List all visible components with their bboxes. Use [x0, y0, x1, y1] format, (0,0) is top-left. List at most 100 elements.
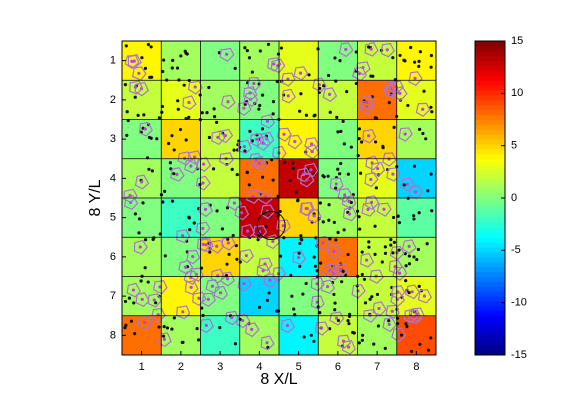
center-dot — [218, 291, 223, 295]
center-dot — [255, 137, 259, 141]
x-axis-label: 8 X/L — [260, 371, 297, 388]
colorbar-band — [475, 65, 505, 71]
center-dot — [189, 285, 193, 289]
pentagon — [245, 322, 260, 338]
pentagon — [237, 139, 252, 155]
dot — [139, 279, 143, 283]
plot-frame — [121, 40, 437, 356]
dot — [356, 154, 360, 158]
colorbar-band — [475, 163, 505, 170]
dot — [172, 148, 176, 152]
dot — [279, 46, 284, 50]
colorbar-tick-label: 15 — [511, 35, 523, 47]
colorbar-band — [475, 134, 505, 140]
dot — [404, 279, 408, 283]
y-tick-label: 7 — [110, 290, 116, 302]
pentagon — [391, 327, 407, 343]
dot — [381, 146, 385, 150]
pentagon — [362, 129, 377, 144]
colorbar-band — [475, 41, 505, 47]
center-dot — [398, 91, 402, 95]
dot — [195, 327, 199, 331]
heat-cell — [161, 315, 201, 355]
heat-cell — [161, 41, 201, 81]
center-dot — [357, 72, 361, 76]
center-dot — [297, 255, 301, 260]
dot — [233, 342, 238, 346]
center-dot — [187, 100, 191, 105]
heat-cell — [239, 158, 279, 198]
dot — [271, 100, 276, 104]
dot — [425, 242, 429, 246]
dot — [302, 335, 306, 339]
dot — [299, 234, 303, 238]
center-dot — [370, 200, 374, 204]
pentagon — [211, 130, 226, 145]
dot — [391, 251, 395, 255]
heat-cell — [396, 119, 436, 159]
colorbar-band — [475, 291, 505, 297]
pentagon — [170, 167, 185, 182]
dot — [170, 134, 174, 138]
center-dot — [271, 239, 275, 244]
pentagon — [389, 80, 404, 95]
dot — [250, 139, 254, 143]
dot — [376, 324, 381, 328]
dot — [150, 75, 154, 79]
pentagon — [312, 77, 327, 93]
dot — [309, 333, 313, 337]
colorbar-band — [475, 60, 505, 67]
dot — [143, 266, 147, 270]
dot — [142, 113, 146, 117]
dot — [260, 175, 265, 179]
center-dot — [341, 339, 346, 343]
center-dot — [244, 254, 248, 258]
dot — [133, 95, 137, 99]
dot — [407, 291, 411, 295]
pentagon — [210, 268, 226, 284]
colorbar-band — [475, 129, 505, 135]
center-dot — [225, 277, 230, 281]
pentagon — [276, 219, 291, 234]
dot — [227, 252, 231, 256]
center-dot — [201, 242, 205, 246]
colorbar-band — [475, 335, 505, 341]
center-dot — [347, 200, 351, 204]
pentagon — [315, 235, 331, 251]
center-dot — [398, 271, 402, 275]
dot — [380, 260, 384, 264]
dot — [346, 252, 350, 257]
dot — [245, 49, 249, 53]
center-dot — [143, 320, 147, 324]
heat-cell — [396, 315, 436, 355]
dot — [238, 260, 242, 264]
pentagon — [293, 66, 309, 81]
colorbar-band — [475, 45, 505, 52]
dot — [332, 220, 336, 224]
dot — [360, 250, 364, 254]
dot — [358, 227, 362, 231]
dot — [124, 44, 128, 48]
pentagon — [187, 80, 203, 95]
dot — [416, 247, 420, 252]
center-dot — [286, 94, 290, 98]
dot — [327, 203, 331, 207]
dot — [282, 160, 287, 164]
center-dot — [410, 290, 414, 294]
dot — [260, 93, 265, 97]
dot — [207, 135, 212, 140]
dot — [298, 109, 302, 113]
center-dot — [407, 244, 411, 248]
colorbar-band — [475, 305, 505, 312]
center-dot — [334, 182, 338, 186]
dot — [415, 257, 419, 262]
colorbar-band — [475, 114, 505, 120]
pentagon — [199, 318, 214, 334]
pentagon — [341, 195, 357, 210]
dot — [288, 178, 292, 183]
heat-cell — [279, 80, 319, 120]
pentagon — [219, 47, 235, 63]
dot — [179, 54, 183, 58]
dot — [226, 237, 230, 241]
pentagon — [124, 195, 139, 210]
